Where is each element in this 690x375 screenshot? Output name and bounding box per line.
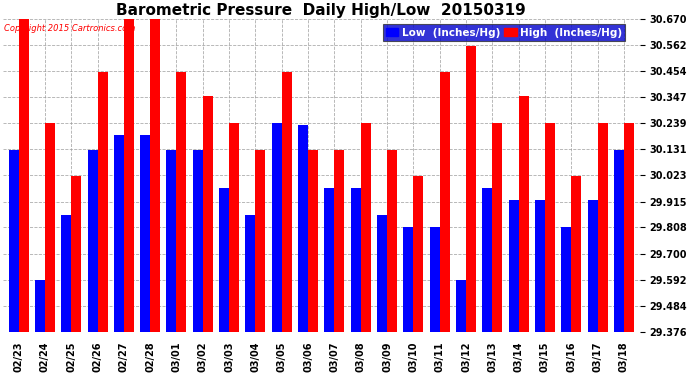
Bar bbox=[493, 123, 502, 332]
Bar bbox=[519, 96, 529, 332]
Bar bbox=[361, 123, 371, 332]
Bar bbox=[177, 72, 186, 332]
Bar bbox=[97, 72, 108, 332]
Bar bbox=[324, 188, 335, 332]
Text: Copyright 2015 Cartronics.com: Copyright 2015 Cartronics.com bbox=[4, 24, 135, 33]
Title: Barometric Pressure  Daily High/Low  20150319: Barometric Pressure Daily High/Low 20150… bbox=[117, 3, 526, 18]
Bar bbox=[219, 188, 229, 332]
Bar bbox=[351, 188, 361, 332]
Bar bbox=[88, 150, 97, 332]
Bar bbox=[598, 123, 608, 332]
Bar bbox=[193, 150, 203, 332]
Bar bbox=[545, 123, 555, 332]
Bar bbox=[140, 135, 150, 332]
Legend: Low  (Inches/Hg), High  (Inches/Hg): Low (Inches/Hg), High (Inches/Hg) bbox=[383, 24, 625, 41]
Bar bbox=[308, 150, 318, 332]
Bar bbox=[456, 280, 466, 332]
Bar bbox=[114, 135, 124, 332]
Bar bbox=[246, 215, 255, 332]
Bar bbox=[45, 123, 55, 332]
Bar bbox=[535, 200, 545, 332]
Bar bbox=[282, 72, 292, 332]
Bar bbox=[588, 200, 598, 332]
Bar bbox=[166, 150, 177, 332]
Bar bbox=[614, 150, 624, 332]
Bar bbox=[19, 19, 28, 332]
Bar bbox=[466, 45, 476, 332]
Bar bbox=[255, 150, 266, 332]
Bar bbox=[430, 227, 440, 332]
Bar bbox=[203, 96, 213, 332]
Bar bbox=[150, 19, 160, 332]
Bar bbox=[229, 123, 239, 332]
Bar bbox=[482, 188, 493, 332]
Bar bbox=[335, 150, 344, 332]
Bar bbox=[71, 176, 81, 332]
Bar bbox=[404, 227, 413, 332]
Bar bbox=[509, 200, 519, 332]
Bar bbox=[298, 125, 308, 332]
Bar bbox=[571, 176, 581, 332]
Bar bbox=[624, 123, 634, 332]
Bar bbox=[272, 123, 282, 332]
Bar bbox=[413, 176, 424, 332]
Bar bbox=[124, 19, 134, 332]
Bar bbox=[61, 215, 71, 332]
Bar bbox=[35, 280, 45, 332]
Bar bbox=[377, 215, 387, 332]
Bar bbox=[561, 227, 571, 332]
Bar bbox=[387, 150, 397, 332]
Bar bbox=[440, 72, 450, 332]
Bar bbox=[8, 150, 19, 332]
